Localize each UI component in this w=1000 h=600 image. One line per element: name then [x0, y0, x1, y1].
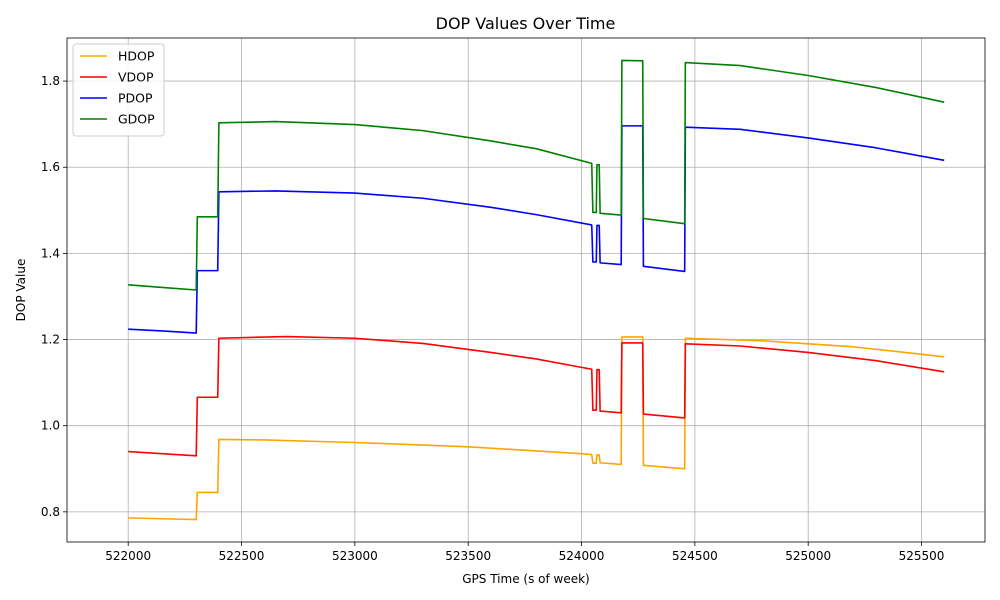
x-tick-label: 523500 — [445, 549, 491, 563]
y-axis-ticks: 0.8 1.0 1.2 1.4 1.6 1.8 — [41, 74, 67, 519]
grid — [67, 38, 985, 542]
legend-label-vdop: VDOP — [118, 70, 154, 85]
legend-label-hdop: HDOP — [118, 49, 155, 64]
x-tick-label: 522000 — [105, 549, 151, 563]
x-axis-ticks: 522000 522500 523000 523500 524000 524500 5250… — [105, 542, 944, 563]
series-line-hdop — [128, 336, 945, 521]
y-tick-label: 0.8 — [41, 505, 60, 519]
plot-frame — [66, 37, 986, 543]
chart-title: DOP Values Over Time — [436, 14, 616, 33]
y-tick-label: 1.8 — [41, 74, 60, 88]
series-lines — [128, 59, 945, 521]
legend-box — [72, 43, 165, 137]
legend-label-pdop: PDOP — [118, 91, 153, 106]
legend-label-gdop: GDOP — [118, 112, 155, 127]
x-axis-label: GPS Time (s of week) — [462, 572, 590, 586]
y-tick-label: 1.2 — [41, 333, 60, 347]
x-tick-label: 522500 — [219, 549, 265, 563]
series-line-gdop — [128, 59, 945, 291]
series-line-vdop — [128, 335, 945, 457]
x-tick-label: 523000 — [332, 549, 378, 563]
x-tick-label: 524000 — [559, 549, 605, 563]
x-tick-label: 525500 — [899, 549, 945, 563]
x-tick-label: 525000 — [785, 549, 831, 563]
x-tick-label: 524500 — [672, 549, 718, 563]
legend: HDOP VDOP PDOP GDOP — [72, 43, 165, 137]
y-tick-label: 1.0 — [41, 419, 60, 433]
y-axis-label: DOP Value — [14, 259, 28, 322]
y-tick-label: 1.6 — [41, 160, 60, 174]
y-tick-label: 1.4 — [41, 246, 60, 260]
